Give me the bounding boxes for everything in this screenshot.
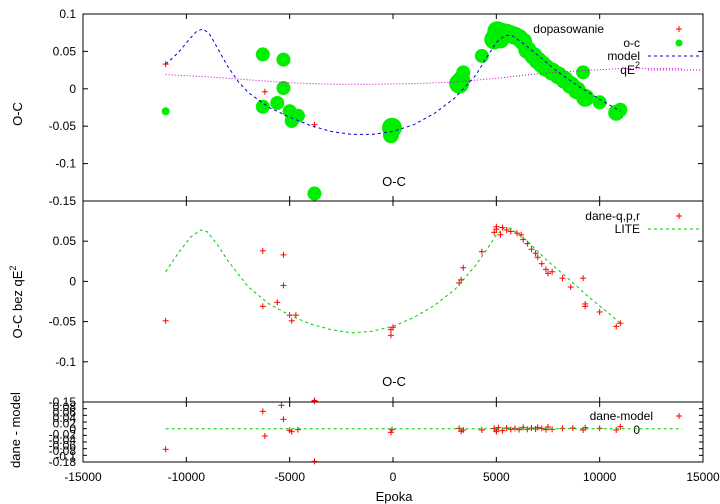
- series-line: [165, 68, 683, 85]
- series-line: [165, 28, 621, 135]
- y-tick-label: -0.15: [49, 194, 77, 208]
- y-tick-label: 0: [69, 422, 76, 436]
- legend-label-dane-qpr: dane-q,p,r: [585, 209, 640, 223]
- y-tick-label: 0.04: [53, 411, 77, 425]
- series-dane-model: [162, 397, 624, 465]
- x-tick-label: -15000: [64, 470, 102, 484]
- y-tick-label: -0.02: [49, 428, 77, 442]
- y-tick-label: 0.02: [53, 417, 77, 431]
- legend-label-oc: o-c: [623, 36, 640, 50]
- x-tick-label: 0: [390, 470, 397, 484]
- data-point: [613, 102, 628, 117]
- legend-label-model: model: [607, 49, 640, 63]
- y-tick-label: 0: [69, 82, 76, 96]
- data-point: [255, 99, 270, 114]
- oc-bez-qe2-ylabel: O-C bez qE2: [8, 266, 25, 339]
- data-point: [255, 47, 270, 62]
- x-tick-labels: -15000 -10000 -5000 0 5000 10000 15000: [64, 470, 720, 484]
- y-tick-label: 0.1: [59, 7, 76, 21]
- y-tick-label: -0.1: [55, 450, 76, 464]
- y-tick-label: -0.05: [49, 119, 77, 133]
- series-model: [165, 28, 621, 135]
- data-point: [592, 95, 607, 110]
- x-tick-label: -10000: [168, 470, 206, 484]
- oc-panel-ylabel: O-C: [10, 102, 25, 126]
- data-point: [276, 81, 291, 96]
- data-point: [290, 108, 305, 123]
- legend-label-dane-model: dane-model: [590, 409, 653, 423]
- y-tick-label: -0.15: [49, 395, 77, 409]
- x-tick-label: 10000: [583, 470, 617, 484]
- x-axis-label: Epoka: [376, 489, 414, 504]
- y-tick-label: 0.05: [53, 234, 77, 248]
- y-tick-label: -0.04: [49, 433, 77, 447]
- oc-panel-title: O-C: [382, 174, 406, 189]
- y-tick-label: -0.1: [55, 355, 76, 369]
- legend-label-dopasowanie: dopasowanie: [533, 22, 604, 36]
- x-tick-label: -5000: [274, 470, 305, 484]
- y-tick-label: -0.1: [55, 157, 76, 171]
- data-point: [576, 88, 595, 107]
- series-o-c: [161, 21, 628, 201]
- legend-sample: [675, 39, 683, 47]
- superscript-two: 2: [8, 266, 18, 271]
- y-tick-label: 0.06: [53, 406, 77, 420]
- data-point: [576, 65, 591, 80]
- y-tick-label: -0.18: [49, 455, 77, 469]
- residuals-ylabel: dane - model: [8, 392, 23, 468]
- oc-bez-qe2-panel: O-C bez qE2 O-C dane-q,p,r LITE: [8, 209, 640, 389]
- legend-samples: [648, 26, 700, 419]
- residuals-panel: dane - model dane-model 0: [8, 392, 653, 468]
- superscript-two: 2: [635, 60, 640, 70]
- y-tick-label: 0.08: [53, 400, 77, 414]
- data-point: [276, 52, 291, 67]
- y-tick-label: -0.08: [49, 444, 77, 458]
- legend-label-lite: LITE: [615, 222, 640, 236]
- data-point: [270, 96, 285, 111]
- series-lite: [165, 226, 621, 334]
- data-point: [307, 186, 322, 201]
- oc-bez-qe2-title: O-C: [382, 374, 406, 389]
- y-tick-label: -0.06: [49, 439, 77, 453]
- series-line: [165, 226, 621, 334]
- y-tick-label: 0.05: [53, 44, 77, 58]
- data-point: [161, 107, 170, 116]
- data-point: [456, 65, 471, 80]
- x-tick-label: 5000: [483, 470, 510, 484]
- legend-label-zero: 0: [633, 423, 640, 437]
- data-point: [474, 48, 489, 63]
- y-tick-label: 0: [69, 274, 76, 288]
- y-tick-label: -0.05: [49, 315, 77, 329]
- data-point: [381, 117, 402, 138]
- x-tick-label: 15000: [686, 470, 720, 484]
- series-qe2: [165, 68, 683, 85]
